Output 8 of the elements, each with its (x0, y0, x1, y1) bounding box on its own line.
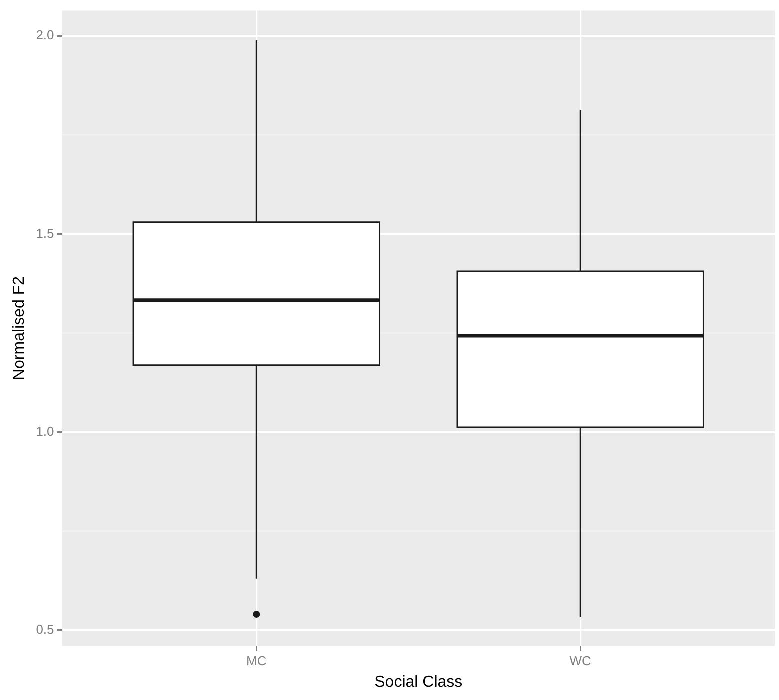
y-tick-label: 2.0 (36, 28, 54, 43)
y-axis-title: Normalised F2 (11, 276, 28, 381)
x-tick-label: WC (570, 654, 592, 669)
x-axis-title: Social Class (374, 674, 463, 691)
y-tick-label: 1.5 (36, 226, 54, 241)
x-tick-label: MC (246, 654, 267, 669)
y-tick-label: 0.5 (36, 622, 54, 637)
y-tick-label: 1.0 (36, 424, 54, 439)
